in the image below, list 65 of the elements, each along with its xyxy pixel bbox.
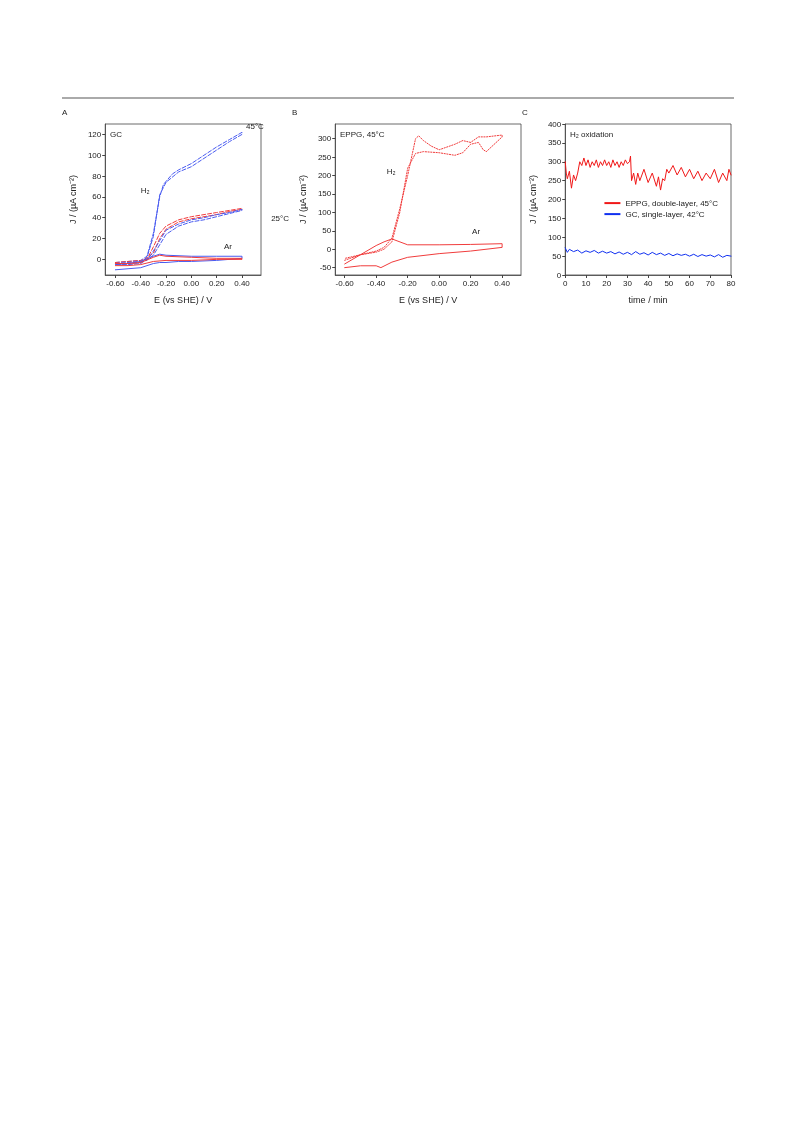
text: C — [522, 107, 528, 117]
y-tick-label: 350 — [547, 138, 562, 148]
x-tick-label: 0.00 — [183, 278, 200, 288]
text: A — [62, 107, 68, 117]
x-tick-label: 80 — [726, 278, 736, 288]
y-axis-title: J / (µA cm⁻²) — [527, 174, 538, 225]
y-tick-label: 60 — [92, 192, 102, 202]
y-tick-label: 300 — [317, 134, 332, 144]
y-tick-label: 0 — [326, 244, 332, 254]
x-tick-label: -0.60 — [106, 278, 126, 288]
x-tick-label: 0.40 — [234, 278, 251, 288]
annotation: H₂ — [140, 186, 150, 196]
annotation: 45°C — [246, 121, 265, 131]
annotation: Ar — [472, 227, 481, 237]
x-tick-label: 40 — [643, 278, 654, 288]
y-tick-label: -50 — [319, 263, 332, 273]
y-tick-label: 0 — [96, 254, 102, 264]
y-tick-label: 200 — [317, 171, 332, 181]
annotation: H₂ oxidation — [570, 129, 614, 139]
legend-label: GC, single-layer, 42°C — [625, 209, 705, 219]
annotation: Ar — [224, 241, 233, 251]
annotation: GC — [110, 129, 123, 139]
y-tick-label: 100 — [317, 207, 332, 217]
text: 25°C — [271, 214, 290, 224]
x-tick-label: 20 — [602, 278, 612, 288]
annotation: EPPG, 45°C — [340, 129, 385, 139]
annotation: H₂ — [386, 167, 396, 177]
x-axis-title: time / min — [628, 294, 668, 305]
y-tick-label: 40 — [92, 213, 102, 223]
y-axis-title: J / (µA cm⁻²) — [297, 174, 308, 225]
x-tick-label: 0.20 — [462, 278, 479, 288]
x-tick-label: 70 — [705, 278, 716, 288]
y-tick-label: 300 — [547, 157, 562, 167]
y-tick-label: 150 — [317, 189, 332, 199]
x-axis-title: E (vs SHE) / V — [399, 294, 458, 305]
y-tick-label: 100 — [547, 232, 562, 242]
y-tick-label: 120 — [87, 129, 102, 139]
x-tick-label: -0.40 — [367, 278, 386, 288]
x-tick-label: 0.40 — [494, 278, 511, 288]
x-tick-label: 50 — [664, 278, 674, 288]
y-tick-label: 0 — [556, 270, 562, 280]
x-tick-label: 0.20 — [208, 278, 226, 288]
y-tick-label: 50 — [322, 226, 332, 236]
legend-label: EPPG, double-layer, 45°C — [625, 198, 719, 208]
x-tick-label: 60 — [685, 278, 695, 288]
y-tick-label: 80 — [92, 171, 102, 181]
y-tick-label: 20 — [92, 234, 102, 244]
y-tick-label: 400 — [547, 119, 562, 129]
x-tick-label: 0 — [563, 278, 569, 288]
y-tick-label: 100 — [87, 150, 102, 160]
y-tick-label: 250 — [317, 152, 332, 162]
y-axis-title: J / (µA cm⁻²) — [67, 174, 78, 225]
x-tick-label: 10 — [581, 278, 591, 288]
x-tick-label: 30 — [622, 278, 633, 288]
y-tick-label: 150 — [547, 213, 562, 223]
x-axis-title: E (vs SHE) / V — [154, 294, 213, 305]
x-tick-label: 0.00 — [431, 278, 448, 288]
y-tick-label: 200 — [547, 195, 562, 204]
y-tick-label: 250 — [547, 176, 562, 186]
x-tick-label: -0.20 — [398, 278, 418, 288]
x-tick-label: -0.20 — [156, 278, 176, 288]
text: B — [292, 107, 298, 117]
y-tick-label: 50 — [552, 251, 562, 261]
x-tick-label: -0.40 — [131, 278, 151, 288]
x-tick-label: -0.60 — [335, 278, 355, 288]
